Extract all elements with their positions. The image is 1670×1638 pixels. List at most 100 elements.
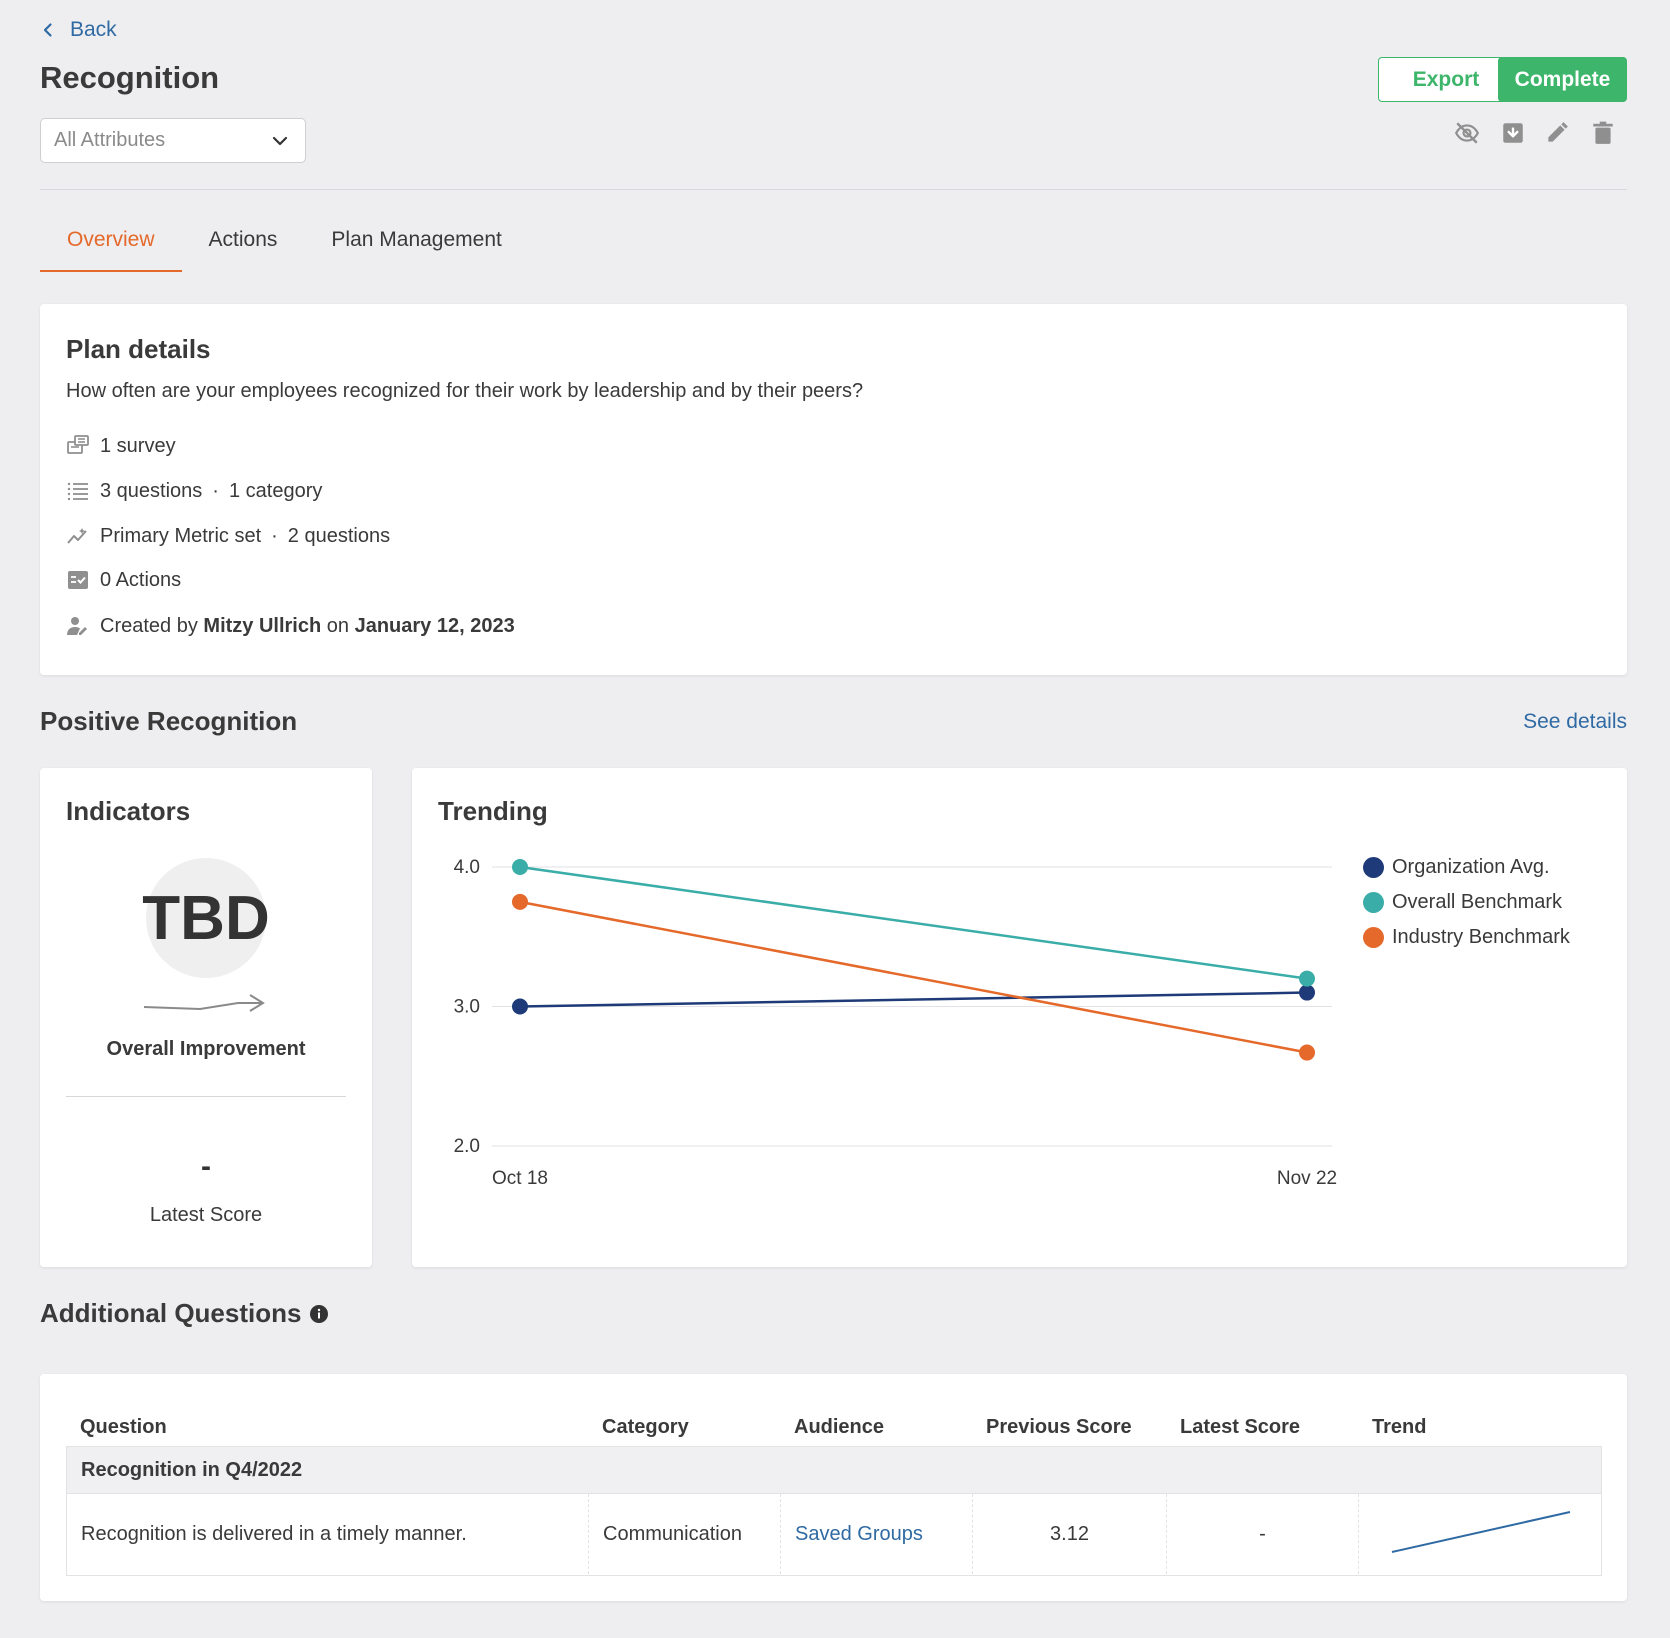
- question-count-text: 3 questions: [100, 479, 203, 502]
- improvement-arrow-icon: [143, 994, 265, 1012]
- x-tick-label: Oct 18: [492, 1168, 548, 1189]
- info-icon[interactable]: [309, 1304, 329, 1324]
- see-details-link[interactable]: See details: [1523, 710, 1627, 733]
- series-line: [519, 865, 1308, 980]
- checklist-icon: [68, 571, 88, 589]
- data-point: [512, 893, 528, 910]
- category-count-text: 1 category: [228, 479, 323, 502]
- latest-score-cell: -: [1167, 1494, 1359, 1574]
- page-title: Recognition: [40, 60, 220, 95]
- legend-item: Overall Benchmark: [1363, 885, 1570, 920]
- column-header-latest-score: Latest Score: [1180, 1416, 1301, 1438]
- delete-button[interactable]: [1588, 118, 1618, 148]
- attribute-select[interactable]: All Attributes: [40, 118, 306, 163]
- export-button[interactable]: Export: [1378, 57, 1514, 102]
- y-tick-label: 3.0: [454, 997, 480, 1018]
- plan-description: How often are your employees recognized …: [66, 380, 864, 402]
- category-cell: Communication: [589, 1494, 781, 1574]
- table-header: Question Category Audience Previous Scor…: [80, 1416, 1610, 1446]
- series-line: [519, 900, 1308, 1054]
- table-row: Recognition is delivered in a timely man…: [66, 1494, 1602, 1576]
- created-on-word: on: [326, 614, 350, 637]
- column-header-category: Category: [602, 1416, 689, 1438]
- actions-count-text: 0 Actions: [100, 568, 182, 591]
- legend-label: Overall Benchmark: [1392, 891, 1563, 913]
- previous-score-cell: 3.12: [973, 1494, 1167, 1574]
- legend-dot: [1363, 892, 1384, 913]
- created-prefix: Created by: [100, 614, 198, 637]
- column-header-audience: Audience: [794, 1416, 885, 1438]
- audience-link[interactable]: Saved Groups: [795, 1522, 923, 1545]
- y-tick-label: 4.0: [454, 857, 480, 878]
- chart-legend: Organization Avg. Overall Benchmark Indust…: [1363, 850, 1570, 955]
- tab-plan-management[interactable]: Plan Management: [331, 228, 502, 251]
- trending-card: Trending 4.0 3.0 2.0 Oct 18 Nov 22 Organizat…: [412, 768, 1627, 1267]
- additional-title: Additional Questions: [40, 1298, 302, 1328]
- indicators-title: Indicators: [66, 796, 191, 826]
- user-edit-icon: [67, 617, 87, 635]
- trending-title: Trending: [438, 796, 548, 826]
- complete-button[interactable]: Complete: [1498, 57, 1627, 102]
- back-label: Back: [70, 18, 117, 41]
- plan-details-title: Plan details: [66, 334, 211, 364]
- actions-count: 0 Actions: [66, 568, 181, 592]
- question-cell: Recognition is delivered in a timely man…: [67, 1494, 589, 1574]
- series-line: [519, 991, 1308, 1008]
- separator: ·: [271, 524, 278, 547]
- data-point: [1299, 984, 1315, 1001]
- legend-item: Organization Avg.: [1363, 850, 1570, 885]
- legend-dot: [1363, 857, 1384, 878]
- indicators-divider: [66, 1096, 346, 1097]
- creator-name: Mitzy Ullrich: [203, 614, 322, 637]
- chevron-left-icon: [43, 23, 52, 37]
- column-header-question: Question: [80, 1416, 167, 1438]
- separator: ·: [212, 479, 219, 502]
- created-date: January 12, 2023: [354, 614, 515, 637]
- x-tick-label: Nov 22: [1277, 1168, 1337, 1189]
- metric-questions-text: 2 questions: [287, 524, 391, 547]
- legend-item: Industry Benchmark: [1363, 920, 1570, 955]
- question-count: 3 questions · 1 category: [66, 479, 322, 503]
- trending-chart: 4.0 3.0 2.0 Oct 18 Nov 22: [454, 857, 1338, 1189]
- hide-icon: [1454, 122, 1480, 144]
- data-point: [1299, 1044, 1315, 1061]
- survey-count-text: 1 survey: [100, 434, 176, 457]
- audience-cell: Saved Groups: [781, 1494, 973, 1574]
- additional-questions-table: Question Category Audience Previous Scor…: [40, 1374, 1627, 1601]
- edit-icon: [1548, 122, 1568, 142]
- indicators-card: Indicators TBD Overall Improvement - Lat…: [40, 768, 372, 1267]
- table-group-row: Recognition in Q4/2022: [66, 1446, 1602, 1494]
- latest-score-value: -: [201, 1150, 211, 1183]
- tab-bar: Overview Actions Plan Management: [40, 228, 529, 272]
- section-title-additional: Additional Questions: [40, 1298, 329, 1329]
- attribute-select-value: All Attributes: [54, 129, 166, 151]
- tab-actions[interactable]: Actions: [208, 228, 278, 251]
- edit-button[interactable]: [1542, 118, 1572, 148]
- archive-button[interactable]: [1498, 118, 1528, 148]
- trend-cell: [1359, 1494, 1601, 1574]
- latest-score-label: Latest Score: [149, 1204, 263, 1226]
- list-icon: [67, 482, 88, 501]
- y-tick-label: 2.0: [454, 1136, 480, 1157]
- plan-details-card: Plan details How often are your employee…: [40, 304, 1627, 675]
- tab-overview[interactable]: Overview: [40, 228, 182, 272]
- data-point: [1299, 970, 1315, 987]
- hide-button[interactable]: [1452, 118, 1482, 148]
- chevron-down-icon: [272, 136, 288, 145]
- header-divider: [40, 189, 1627, 190]
- archive-icon: [1503, 123, 1523, 143]
- column-header-previous-score: Previous Score: [986, 1416, 1132, 1438]
- primary-metric: Primary Metric set · 2 questions: [66, 524, 390, 548]
- survey-icon: [67, 435, 89, 454]
- legend-label: Organization Avg.: [1392, 856, 1550, 878]
- column-header-trend: Trend: [1372, 1416, 1427, 1438]
- created-by: Created by Mitzy Ullrich on January 12, …: [66, 614, 515, 638]
- survey-count: 1 survey: [66, 434, 176, 458]
- section-title-positive: Positive Recognition: [40, 706, 298, 736]
- data-point: [512, 859, 528, 875]
- metric-trend-icon: [67, 528, 87, 544]
- primary-metric-text: Primary Metric set: [100, 524, 262, 547]
- trend-sparkline: [1391, 1511, 1571, 1553]
- legend-dot: [1363, 927, 1384, 948]
- back-link[interactable]: Back: [40, 18, 117, 42]
